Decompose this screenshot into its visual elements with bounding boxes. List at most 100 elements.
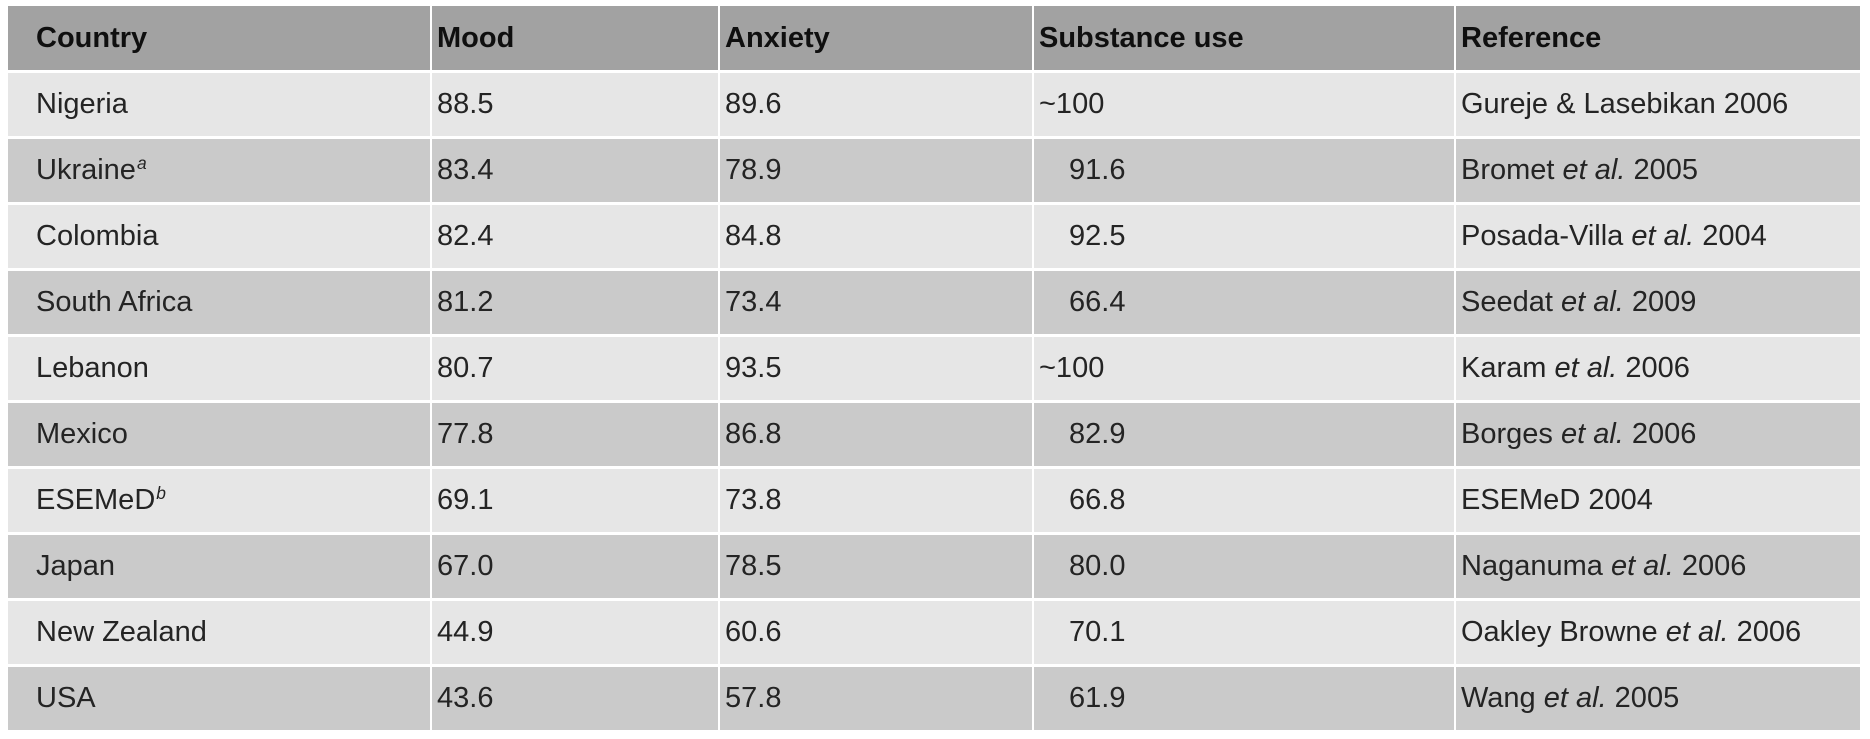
- cell-anxiety: 78.5: [720, 535, 1032, 598]
- mood-value: 80.7: [437, 352, 494, 384]
- cell-mood: 44.9: [432, 601, 718, 664]
- cell-anxiety: 93.5: [720, 337, 1032, 400]
- reference-year: 2006: [1617, 352, 1690, 384]
- column-header-anxiety: Anxiety: [720, 6, 1032, 70]
- anxiety-value: 60.6: [725, 616, 782, 648]
- cell-reference: ESEMeD 2004: [1456, 469, 1860, 532]
- cell-reference: Bromet et al. 2005: [1456, 139, 1860, 202]
- reference-text: Naganuma: [1461, 550, 1611, 582]
- cell-anxiety: 84.8: [720, 205, 1032, 268]
- cell-mood: 83.4: [432, 139, 718, 202]
- footnote-marker: a: [136, 153, 147, 174]
- table-row: South Africa 81.2 73.4 66.4 Seedat et al…: [8, 271, 1860, 334]
- cell-anxiety: 57.8: [720, 667, 1032, 730]
- cell-reference: Posada-Villa et al. 2004: [1456, 205, 1860, 268]
- cell-anxiety: 86.8: [720, 403, 1032, 466]
- cell-mood: 88.5: [432, 73, 718, 136]
- cell-mood: 77.8: [432, 403, 718, 466]
- cell-substance: 66.4: [1034, 271, 1454, 334]
- cell-substance: 66.8: [1034, 469, 1454, 532]
- table-body: Nigeria 88.5 89.6 ~100 Gureje & Lasebika…: [8, 73, 1860, 730]
- cell-reference: Seedat et al. 2009: [1456, 271, 1860, 334]
- anxiety-value: 86.8: [725, 418, 782, 450]
- reference-text: Gureje & Lasebikan 2006: [1461, 88, 1789, 120]
- mood-value: 44.9: [437, 616, 494, 648]
- reference-et-al: et al.: [1560, 418, 1624, 450]
- cell-reference: Naganuma et al. 2006: [1456, 535, 1860, 598]
- mood-value: 67.0: [437, 550, 494, 582]
- cell-mood: 81.2: [432, 271, 718, 334]
- mood-value: 69.1: [437, 484, 494, 516]
- reference-year: 2006: [1623, 418, 1697, 450]
- substance-value: ~100: [1039, 352, 1105, 384]
- reference-et-al: et al.: [1610, 550, 1674, 582]
- table-row: Nigeria 88.5 89.6 ~100 Gureje & Lasebika…: [8, 73, 1860, 136]
- column-header-reference: Reference: [1456, 6, 1860, 70]
- cell-anxiety: 78.9: [720, 139, 1032, 202]
- cell-mood: 69.1: [432, 469, 718, 532]
- cell-substance: 82.9: [1034, 403, 1454, 466]
- mood-value: 43.6: [437, 682, 494, 714]
- column-header-mood: Mood: [432, 6, 718, 70]
- cell-reference: Wang et al. 2005: [1456, 667, 1860, 730]
- reference-text: Borges: [1461, 418, 1561, 450]
- table-row: Lebanon 80.7 93.5 ~100 Karam et al. 2006: [8, 337, 1860, 400]
- mood-value: 83.4: [437, 154, 494, 186]
- mood-value: 88.5: [437, 88, 494, 120]
- cell-anxiety: 60.6: [720, 601, 1032, 664]
- cell-mood: 80.7: [432, 337, 718, 400]
- cell-anxiety: 73.8: [720, 469, 1032, 532]
- cell-anxiety: 89.6: [720, 73, 1032, 136]
- mood-value: 77.8: [437, 418, 494, 450]
- cell-substance: 70.1: [1034, 601, 1454, 664]
- footnote-marker: b: [156, 483, 166, 504]
- cell-substance: 92.5: [1034, 205, 1454, 268]
- table-row: ESEMeDb 69.1 73.8 66.8 ESEMeD 2004: [8, 469, 1860, 532]
- reference-text: Wang: [1461, 682, 1544, 714]
- reference-text: Posada-Villa: [1461, 220, 1632, 252]
- reference-year: 2004: [1694, 220, 1767, 252]
- anxiety-value: 73.8: [725, 484, 782, 516]
- cell-country: South Africa: [8, 271, 430, 334]
- country-name: Mexico: [36, 418, 128, 450]
- country-name: South Africa: [36, 286, 193, 318]
- substance-value: 92.5: [1069, 220, 1126, 252]
- cell-country: Japan: [8, 535, 430, 598]
- mood-value: 81.2: [437, 286, 494, 318]
- anxiety-value: 93.5: [725, 352, 782, 384]
- cell-mood: 67.0: [432, 535, 718, 598]
- anxiety-value: 78.5: [725, 550, 782, 582]
- reference-year: 2005: [1625, 154, 1698, 186]
- reference-text: Oakley Browne: [1461, 616, 1666, 648]
- country-name: Nigeria: [36, 88, 128, 120]
- reference-year: 2006: [1728, 616, 1802, 648]
- country-name: Japan: [36, 550, 116, 582]
- cell-substance: ~100: [1034, 73, 1454, 136]
- cell-country: Ukrainea: [8, 139, 430, 202]
- reference-et-al: et al.: [1560, 286, 1624, 318]
- cell-mood: 43.6: [432, 667, 718, 730]
- column-header-country: Country: [8, 6, 430, 70]
- cell-country: Lebanon: [8, 337, 430, 400]
- reference-text: Bromet: [1461, 154, 1563, 186]
- country-name: Lebanon: [36, 352, 149, 384]
- substance-value: 66.4: [1069, 286, 1126, 318]
- anxiety-value: 73.4: [725, 286, 782, 318]
- reference-year: 2009: [1623, 286, 1697, 318]
- reference-text: Karam: [1461, 352, 1555, 384]
- cell-country: ESEMeDb: [8, 469, 430, 532]
- cell-country: Colombia: [8, 205, 430, 268]
- table-header: Country Mood Anxiety Substance use Refer…: [8, 6, 1860, 70]
- country-name: ESEMeD: [36, 484, 156, 516]
- reference-et-al: et al.: [1543, 682, 1607, 714]
- cell-substance: 91.6: [1034, 139, 1454, 202]
- header-row: Country Mood Anxiety Substance use Refer…: [8, 6, 1860, 70]
- cell-substance: ~100: [1034, 337, 1454, 400]
- country-name: Ukraine: [36, 154, 136, 186]
- reference-text: ESEMeD 2004: [1461, 484, 1653, 516]
- substance-value: 66.8: [1069, 484, 1126, 516]
- table-row: Colombia 82.4 84.8 92.5 Posada-Villa et …: [8, 205, 1860, 268]
- cell-reference: Gureje & Lasebikan 2006: [1456, 73, 1860, 136]
- substance-value: 70.1: [1069, 616, 1126, 648]
- reference-et-al: et al.: [1562, 154, 1626, 186]
